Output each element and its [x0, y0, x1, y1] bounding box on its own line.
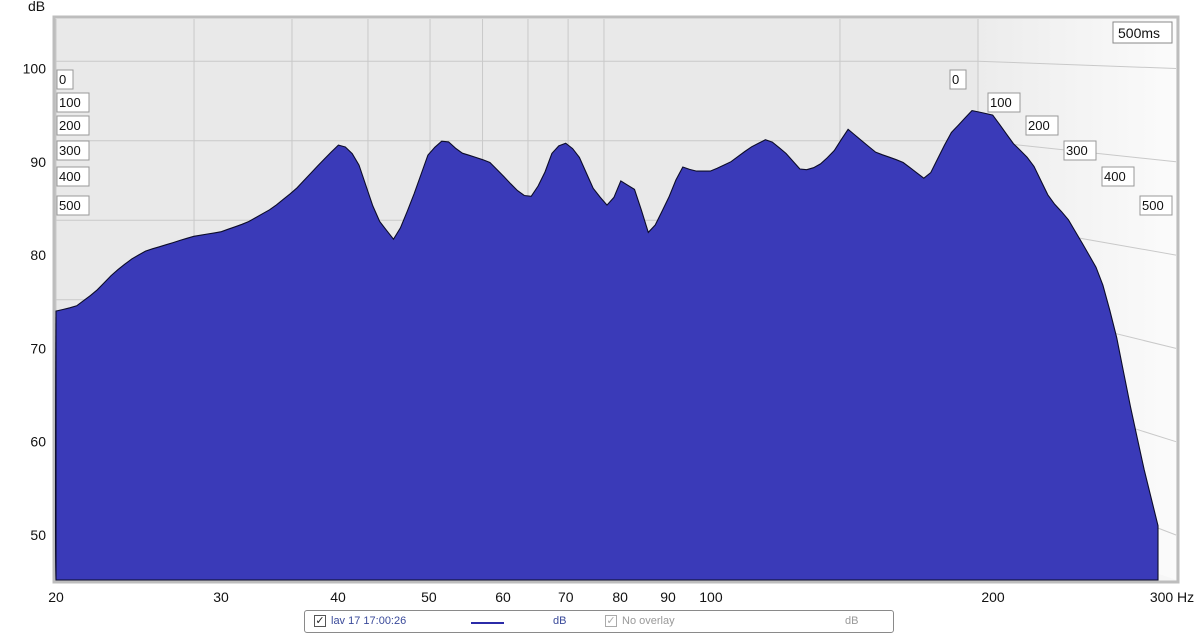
x-tick-label: 300 Hz: [1150, 589, 1194, 605]
x-tick-label: 40: [330, 589, 346, 605]
time-tick-box: [1101, 166, 1135, 187]
time-tick-label: 400: [1104, 169, 1126, 184]
time-tick-label: 200: [59, 118, 81, 133]
grid-line-side: [977, 60, 1177, 69]
time-ticks: 0 0 100 100 200 200 300 300 400 400 500 500: [56, 69, 1173, 216]
x-tick-label: 30: [213, 589, 229, 605]
y-ticks: 50 60 70 80 90 100: [23, 61, 47, 544]
y-tick-label: 50: [30, 527, 46, 543]
x-tick-label: 90: [660, 589, 676, 605]
time-tick-box: [1063, 140, 1097, 161]
time-tick-label: 200: [1028, 118, 1050, 133]
time-tick-box: [949, 69, 967, 90]
measurement-checkbox[interactable]: ✓: [314, 615, 326, 627]
overlay-unit-label: dB: [845, 615, 859, 627]
time-tick-label: 0: [952, 72, 959, 87]
axis-labels: dB 50 60 70 80 90 100 20 30 40 50 60 70 80 90 100 200 3…: [23, 0, 1195, 605]
x-tick-label: 60: [495, 589, 511, 605]
time-tick-box: [56, 166, 90, 187]
time-tick-box: [56, 115, 90, 136]
depth-label: 500ms: [1118, 25, 1160, 41]
time-tick-box: [56, 140, 90, 161]
time-tick-box: [1025, 115, 1059, 136]
waterfall-chart: dB 50 60 70 80 90 100 20 30 40 50 60 70 80 90 100 200 3…: [23, 0, 1195, 605]
x-tick-label: 50: [421, 589, 437, 605]
series-swatch: [471, 622, 504, 624]
y-tick-label: 90: [30, 154, 46, 170]
x-tick-label: 20: [48, 589, 64, 605]
x-tick-label: 200: [981, 589, 1005, 605]
time-tick-label: 300: [1066, 143, 1088, 158]
time-tick-label: 500: [1142, 198, 1164, 213]
time-tick-label: 500: [59, 198, 81, 213]
unit-label: dB: [553, 615, 567, 627]
waterfall-slices: [55, 110, 1159, 581]
y-tick-label: 100: [23, 61, 47, 77]
time-tick-box: [56, 92, 90, 113]
depth-box: 500ms: [1112, 21, 1173, 44]
x-tick-label: 100: [699, 589, 723, 605]
y-tick-label: 60: [30, 434, 46, 450]
time-tick-label: 100: [990, 95, 1012, 110]
time-tick-label: 300: [59, 143, 81, 158]
time-tick-box: [56, 69, 74, 90]
legend-bar: ✓ lav 17 17:00:26 dB ✓ No overlay dB: [304, 610, 894, 633]
time-tick-label: 400: [59, 169, 81, 184]
time-tick-box: [1139, 195, 1173, 216]
time-tick-label: 100: [59, 95, 81, 110]
y-axis-label: dB: [28, 0, 45, 14]
measurement-date[interactable]: lav 17 17:00:26: [331, 615, 407, 627]
x-tick-label: 80: [612, 589, 628, 605]
x-tick-label: 70: [558, 589, 574, 605]
overlay-label[interactable]: No overlay: [622, 615, 675, 627]
y-tick-label: 70: [30, 340, 46, 356]
waterfall-slice: [55, 110, 1159, 581]
time-tick-box: [56, 195, 90, 216]
x-ticks: 20 30 40 50 60 70 80 90 100 200 300 Hz: [48, 589, 1194, 605]
y-tick-label: 80: [30, 247, 46, 263]
overlay-checkbox[interactable]: ✓: [605, 615, 617, 627]
time-tick-label: 0: [59, 72, 66, 87]
time-tick-box: [987, 92, 1021, 113]
